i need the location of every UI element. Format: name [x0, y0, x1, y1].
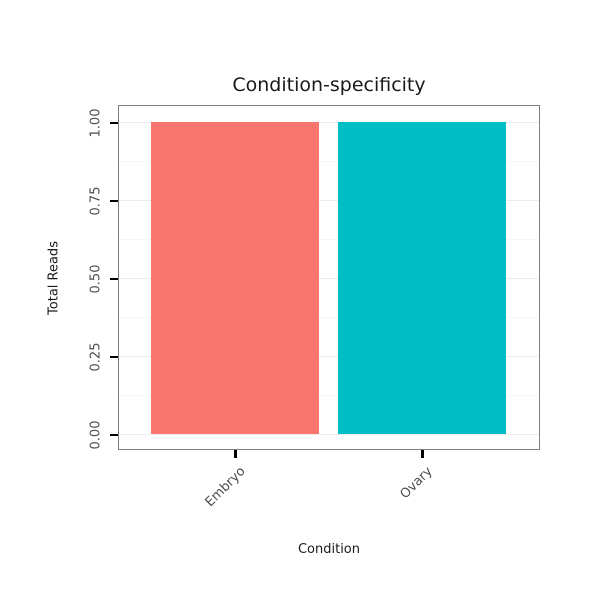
- minor-gridline: [119, 161, 539, 163]
- x-tick: [234, 450, 237, 458]
- y-tick-label: 0.00: [88, 420, 104, 450]
- major-gridline: [119, 122, 539, 124]
- y-tick: [110, 199, 118, 203]
- y-tick: [110, 355, 118, 359]
- y-tick-label: 0.75: [88, 186, 104, 216]
- chart-title: Condition-specificity: [232, 74, 426, 96]
- y-tick: [110, 121, 118, 125]
- major-gridline: [119, 434, 539, 436]
- bar-ovary: [337, 122, 507, 435]
- x-tick: [421, 450, 424, 458]
- y-tick-label: 1.00: [88, 108, 104, 138]
- bar-embryo: [150, 122, 320, 435]
- minor-gridline: [119, 239, 539, 241]
- minor-gridline: [119, 395, 539, 397]
- y-tick: [110, 433, 118, 437]
- major-gridline: [119, 356, 539, 358]
- minor-gridline: [119, 317, 539, 319]
- major-gridline: [119, 200, 539, 202]
- major-gridline: [119, 278, 539, 280]
- y-tick-label: 0.25: [88, 342, 104, 372]
- y-axis-title: Total Reads: [46, 240, 62, 315]
- plot-panel: [118, 105, 540, 450]
- x-axis-title: Condition: [297, 542, 361, 557]
- y-tick: [110, 277, 118, 281]
- y-tick-label: 0.50: [88, 264, 104, 294]
